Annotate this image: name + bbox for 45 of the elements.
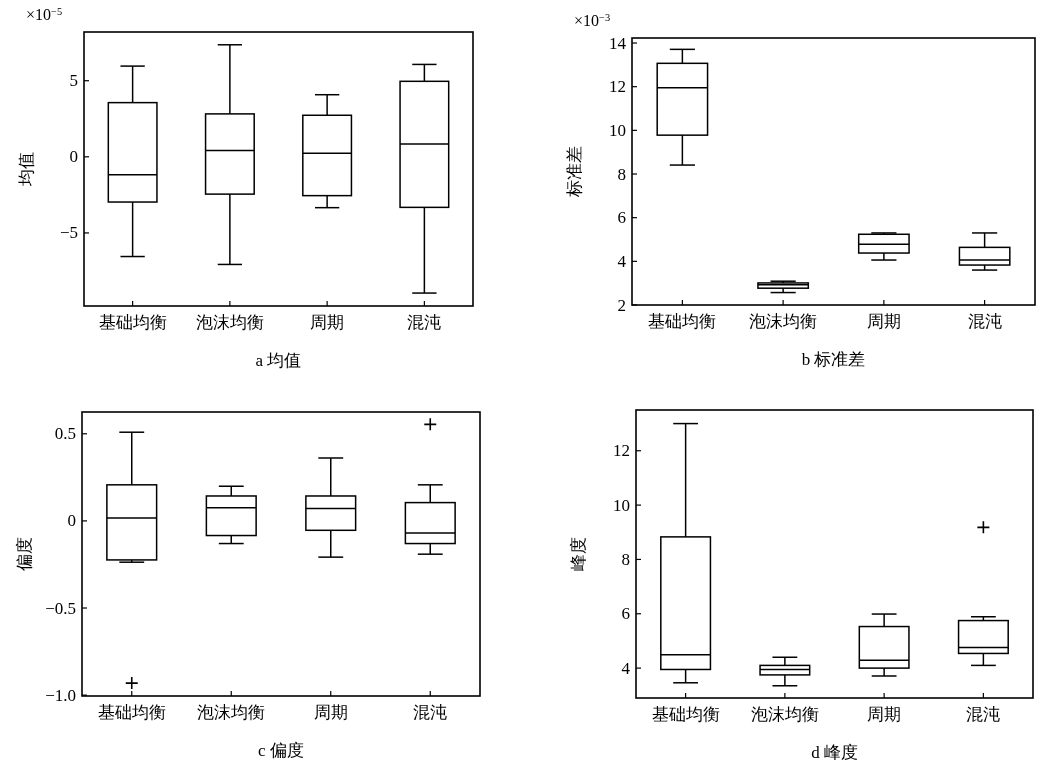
- y-axis-title: 偏度: [15, 537, 34, 571]
- x-tick-label: 泡沫均衡: [197, 703, 266, 722]
- y-tick-label: 10: [613, 495, 630, 515]
- x-tick-label: 混沌: [967, 312, 1002, 331]
- x-tick-label: 泡沫均衡: [750, 705, 819, 724]
- x-tick-label: 基础均衡: [98, 313, 167, 332]
- text: a 均值: [255, 351, 302, 370]
- x-tick-label: 混沌: [966, 705, 1001, 724]
- y-tick-label: 12: [609, 77, 626, 97]
- y-tick-label: 14: [609, 33, 627, 53]
- y-tick-label: 6: [621, 604, 630, 624]
- y-tick-label: 0.5: [54, 424, 76, 444]
- y-tick-label: 2: [617, 295, 626, 315]
- y-tick-label: 8: [621, 549, 630, 569]
- y-tick-label: 12: [613, 441, 630, 461]
- x-tick-label: 基础均衡: [97, 703, 166, 722]
- text: d 峰度: [811, 743, 858, 760]
- y-tick-label: 10: [609, 120, 626, 140]
- text: ×10$^{−5}$: [26, 5, 63, 23]
- x-tick-label: 泡沫均衡: [749, 312, 818, 331]
- y-tick-label: 5: [69, 71, 78, 91]
- text: ×10$^{−3}$: [574, 11, 611, 29]
- y-tick-label: −0.5: [45, 598, 76, 618]
- y-tick-label: −1.0: [45, 685, 76, 705]
- y-tick-label: 4: [617, 251, 627, 271]
- x-tick-label: 泡沫均衡: [195, 313, 264, 332]
- y-tick-label: 0: [69, 147, 78, 167]
- y-tick-label: 8: [617, 164, 626, 184]
- x-tick-label: 周期: [313, 703, 348, 722]
- y-axis-title: 峰度: [569, 537, 588, 571]
- y-tick-label: 4: [621, 658, 631, 678]
- y-tick-label: 0: [67, 511, 76, 531]
- x-tick-label: 基础均衡: [648, 312, 717, 331]
- y-tick-label: 6: [617, 208, 626, 228]
- text: b 标准差: [801, 350, 866, 369]
- x-tick-label: 混沌: [407, 313, 442, 332]
- y-tick-label: −5: [59, 223, 78, 243]
- y-axis-title: 均值: [17, 152, 36, 187]
- x-tick-label: 周期: [866, 312, 901, 331]
- x-tick-label: 周期: [310, 313, 345, 332]
- x-tick-label: 周期: [867, 705, 902, 724]
- y-axis-title: 标准差: [565, 146, 584, 198]
- x-tick-label: 混沌: [413, 703, 448, 722]
- text: c 偏度: [258, 741, 304, 760]
- x-tick-label: 基础均衡: [651, 705, 720, 724]
